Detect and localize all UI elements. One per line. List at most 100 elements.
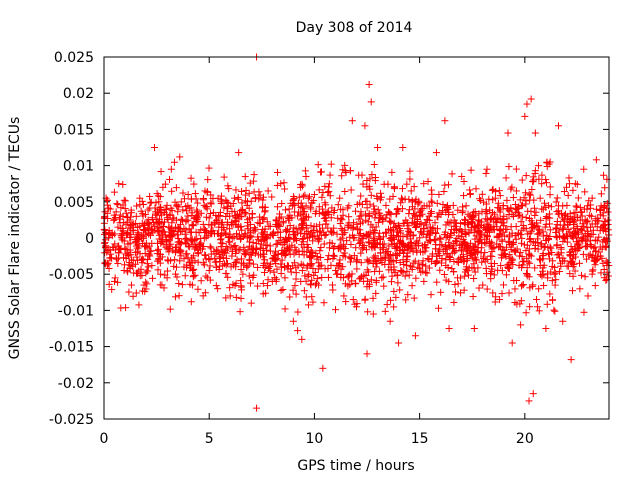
data-point bbox=[529, 223, 537, 231]
data-point bbox=[184, 191, 192, 199]
data-point bbox=[340, 240, 348, 248]
data-point bbox=[538, 171, 546, 179]
data-point bbox=[378, 259, 386, 267]
data-point bbox=[453, 227, 461, 235]
data-point bbox=[101, 208, 109, 216]
data-point bbox=[398, 185, 406, 193]
data-point bbox=[511, 285, 519, 293]
data-point bbox=[391, 251, 399, 259]
data-point bbox=[365, 239, 373, 247]
data-point bbox=[124, 214, 132, 222]
data-point bbox=[167, 165, 175, 173]
data-point bbox=[236, 308, 244, 316]
data-point bbox=[239, 233, 247, 241]
plot-frame bbox=[103, 56, 610, 420]
data-point bbox=[292, 275, 300, 283]
data-point bbox=[351, 207, 359, 215]
data-point bbox=[403, 256, 411, 264]
data-point bbox=[157, 209, 165, 217]
data-point bbox=[285, 205, 293, 213]
data-point bbox=[560, 188, 568, 196]
data-point bbox=[125, 251, 133, 259]
data-point bbox=[452, 288, 460, 296]
data-point bbox=[166, 305, 174, 313]
data-point bbox=[312, 207, 320, 215]
data-point bbox=[460, 192, 468, 200]
data-point bbox=[253, 246, 261, 254]
data-point bbox=[428, 252, 436, 260]
data-point bbox=[470, 325, 478, 332]
data-point bbox=[314, 234, 322, 242]
data-point bbox=[290, 224, 298, 232]
data-point bbox=[390, 303, 398, 311]
data-point bbox=[258, 229, 266, 237]
data-point bbox=[164, 216, 172, 224]
data-point bbox=[410, 183, 418, 191]
data-point bbox=[572, 202, 580, 210]
data-point bbox=[569, 287, 577, 295]
data-point bbox=[583, 255, 591, 263]
data-point bbox=[420, 202, 428, 210]
data-point bbox=[567, 243, 575, 251]
data-point bbox=[298, 220, 306, 228]
data-point bbox=[425, 264, 433, 272]
data-point bbox=[204, 176, 212, 184]
data-point bbox=[495, 243, 503, 251]
data-point bbox=[284, 265, 292, 273]
data-point bbox=[509, 194, 517, 202]
data-point bbox=[395, 233, 403, 241]
data-point bbox=[505, 265, 513, 273]
data-point bbox=[438, 255, 446, 263]
data-point bbox=[541, 223, 549, 231]
data-point bbox=[282, 226, 290, 234]
data-point bbox=[156, 259, 164, 267]
data-point bbox=[499, 245, 507, 253]
data-point bbox=[175, 203, 183, 211]
data-point bbox=[172, 184, 180, 192]
data-point bbox=[115, 180, 123, 188]
data-point bbox=[566, 210, 574, 218]
data-point bbox=[487, 259, 495, 267]
data-point bbox=[601, 201, 609, 209]
data-point bbox=[187, 298, 195, 306]
data-point bbox=[222, 230, 230, 238]
data-point bbox=[277, 180, 285, 188]
data-point bbox=[357, 274, 365, 282]
y-tick-label: 0.025 bbox=[54, 50, 94, 66]
data-point bbox=[261, 268, 269, 276]
data-point bbox=[594, 217, 602, 225]
data-point bbox=[277, 263, 285, 271]
data-point bbox=[498, 290, 506, 298]
data-point bbox=[226, 292, 234, 300]
data-point bbox=[412, 274, 420, 282]
y-tick-label: -0.005 bbox=[49, 267, 94, 283]
data-point bbox=[358, 273, 366, 281]
data-point bbox=[367, 191, 375, 199]
data-point bbox=[180, 263, 188, 271]
data-point bbox=[585, 232, 593, 240]
data-point bbox=[490, 244, 498, 252]
data-point bbox=[342, 298, 350, 306]
data-point bbox=[324, 207, 332, 215]
data-point bbox=[278, 200, 286, 208]
data-point bbox=[193, 208, 201, 216]
data-point bbox=[223, 221, 231, 229]
data-point bbox=[222, 294, 230, 302]
data-point bbox=[387, 296, 395, 304]
data-point bbox=[566, 252, 574, 260]
data-point bbox=[194, 285, 202, 293]
data-point bbox=[266, 222, 274, 230]
data-point bbox=[133, 244, 141, 252]
data-point bbox=[317, 253, 325, 261]
data-point bbox=[274, 228, 282, 236]
data-point bbox=[516, 211, 524, 219]
data-point bbox=[555, 122, 562, 130]
data-point bbox=[421, 219, 429, 227]
data-point bbox=[459, 207, 467, 215]
data-point bbox=[219, 247, 227, 255]
data-point bbox=[222, 270, 230, 278]
data-point bbox=[195, 249, 203, 257]
y-tick-label: -0.025 bbox=[49, 412, 94, 428]
data-point bbox=[202, 272, 210, 280]
data-point bbox=[197, 277, 205, 285]
